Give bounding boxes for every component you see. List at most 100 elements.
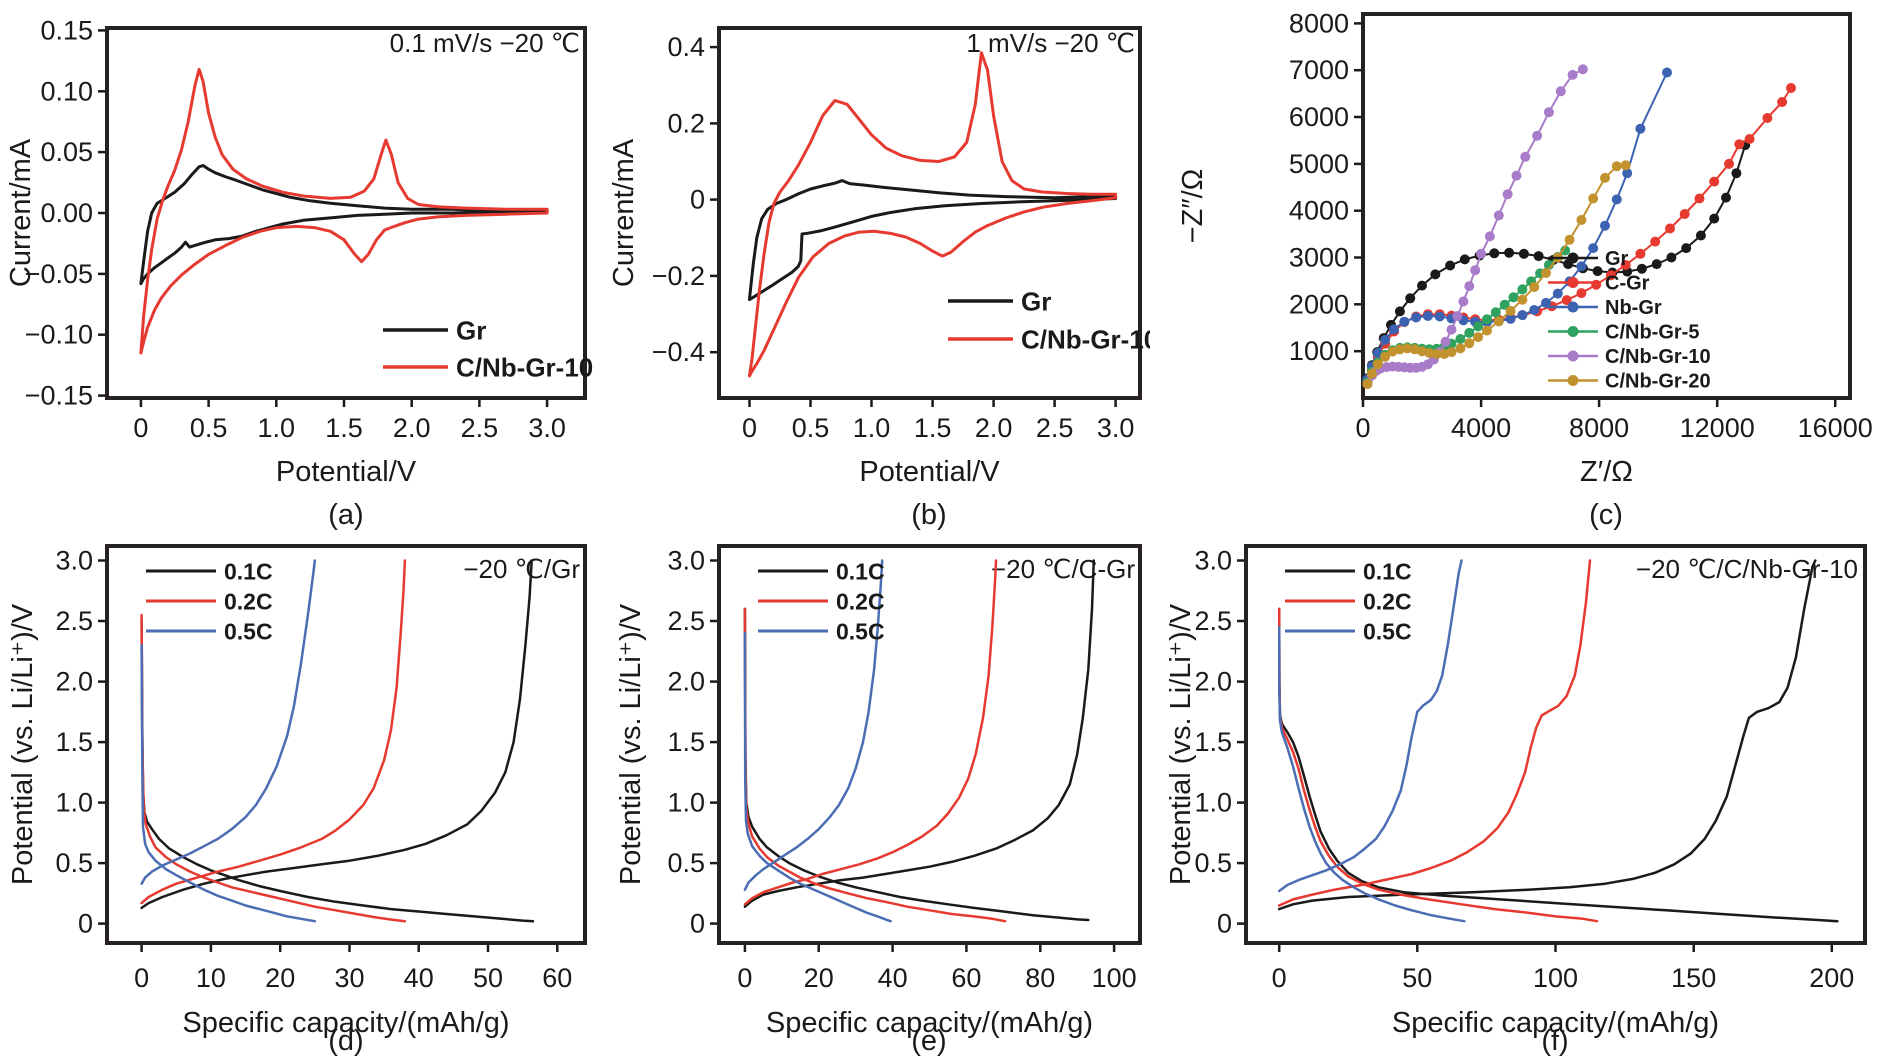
legend-label: Gr	[1605, 248, 1629, 270]
y-tick-label: 3.0	[55, 546, 93, 576]
marker	[1458, 296, 1469, 307]
x-tick-label: 60	[542, 963, 572, 993]
x-tick-label: 1.0	[258, 413, 296, 443]
series-0.1C	[140, 619, 535, 923]
marker	[1786, 83, 1796, 93]
marker	[1470, 265, 1481, 276]
x-axis-label: Potential/V	[859, 456, 1000, 488]
marker	[1591, 279, 1602, 290]
marker	[1473, 332, 1484, 343]
y-tick-label: −0.4	[652, 337, 705, 367]
x-tick-label: 80	[1025, 963, 1055, 993]
marker	[1577, 64, 1588, 75]
marker	[1446, 347, 1457, 358]
marker	[1424, 348, 1435, 358]
y-tick-label: 7000	[1289, 55, 1349, 85]
y-axis-label: Current/mA	[608, 138, 640, 287]
y-tick-label: 1.5	[1194, 727, 1232, 757]
y-tick-label: 2000	[1289, 289, 1349, 319]
marker	[1533, 251, 1544, 262]
x-tick-label: 1.0	[853, 413, 891, 443]
x-tick-label: 3.0	[528, 413, 566, 443]
panel-annotation: −20 ℃/C-Gr	[991, 554, 1135, 584]
series-0.2C	[743, 607, 1007, 923]
marker	[1517, 294, 1528, 305]
y-tick-label: 0.4	[667, 32, 705, 62]
panel-c-chart: 0 4000 8000 12000 16000 1000 2000 3000 4000 5000 6…	[1177, 8, 1873, 488]
axes: 0 0.5 1.0 1.5 2.0 2.5 3.0 −0.15 −0.10 −0.05 0.00 0.…	[5, 15, 587, 488]
legend-label: C/Nb-Gr-10	[1605, 346, 1711, 368]
marker	[1493, 210, 1504, 221]
legend-label: C-Gr	[1605, 273, 1650, 295]
axes: 0 10 20 30 40 50 60 0 0.5 1.0 1.5 2.0 2.5 3.0 Specific…	[7, 544, 587, 1039]
marker	[1455, 343, 1466, 354]
marker	[1455, 334, 1466, 344]
legend-label: C/Nb-Gr-10	[456, 352, 593, 382]
y-tick-label: 0	[690, 909, 705, 939]
y-tick-label: 2.0	[55, 667, 93, 697]
panel-f: 0 50 100 150 200 0 0.5 1.0 1.5 2.0 2.5 3.0 Specific …	[1150, 540, 1886, 1059]
marker	[1679, 209, 1690, 219]
y-tick-label: 1.0	[1194, 788, 1232, 818]
y-tick-label: 3.0	[667, 546, 705, 576]
marker	[1635, 248, 1646, 259]
series-C-Nb-Gr-10	[139, 67, 549, 355]
x-tick-label: 10	[196, 963, 226, 993]
marker	[1541, 268, 1551, 278]
panel-b: 0 0.5 1.0 1.5 2.0 2.5 3.0 −0.4 −0.2 0 0.2 0.4 Potent…	[595, 0, 1150, 540]
marker	[1592, 266, 1603, 277]
x-tick-label: 30	[334, 963, 364, 993]
x-tick-label: 1.5	[325, 413, 363, 443]
panel-d-chart: 0 10 20 30 40 50 60 0 0.5 1.0 1.5 2.0 2.5 3.0 Specific…	[7, 544, 587, 1039]
series-0.5C-charge	[140, 559, 317, 885]
axes: 0 20 40 60 80 100 0 0.5 1.0 1.5 2.0 2.5 3.0 Specific …	[615, 544, 1142, 1039]
x-tick-label: 3.0	[1097, 413, 1135, 443]
x-tick-label: 0	[134, 963, 149, 993]
x-tick-label: 0.5	[190, 413, 228, 443]
marker	[1380, 351, 1391, 362]
marker	[1724, 158, 1734, 169]
marker	[1620, 260, 1631, 270]
marker	[1567, 69, 1578, 80]
x-tick-label: 2.0	[975, 413, 1013, 443]
x-tick-label: 50	[473, 963, 503, 993]
x-axis-label: Potential/V	[276, 456, 417, 488]
marker	[1422, 311, 1433, 321]
legend-label: 0.5C	[836, 618, 885, 644]
marker	[1777, 97, 1788, 107]
y-tick-label: 8000	[1289, 8, 1349, 38]
legend-label: 0.2C	[836, 588, 885, 614]
marker	[1681, 243, 1692, 254]
marker	[1366, 368, 1377, 379]
marker	[1489, 248, 1500, 259]
marker	[1411, 312, 1422, 323]
marker	[1694, 193, 1705, 204]
y-tick-label: 1.0	[667, 788, 705, 818]
legend: 0.1C 0.2C 0.5C	[758, 558, 885, 644]
series-0.5C	[140, 644, 317, 923]
legend-label: 0.2C	[1363, 588, 1412, 614]
x-tick-label: 200	[1809, 963, 1854, 993]
marker	[1709, 176, 1720, 187]
x-tick-label: 2.5	[461, 413, 499, 443]
panel-c: 0 4000 8000 12000 16000 1000 2000 3000 4000 5000 6…	[1150, 0, 1886, 540]
legend-label: 0.5C	[1363, 618, 1412, 644]
y-axis-label: −Z″/Ω	[1177, 169, 1209, 244]
marker	[1520, 151, 1531, 162]
x-tick-label: 8000	[1569, 413, 1629, 443]
marker	[1362, 379, 1373, 389]
y-tick-label: 0.2	[667, 108, 705, 138]
x-tick-label: 0.5	[792, 413, 830, 443]
series-0.1C-charge	[743, 559, 1096, 908]
marker	[1504, 247, 1515, 258]
marker	[1744, 134, 1755, 144]
y-tick-label: 0.10	[40, 76, 93, 106]
x-tick-label: 1.5	[914, 413, 952, 443]
legend-label: 0.1C	[1363, 558, 1412, 584]
marker	[1734, 139, 1745, 150]
series-0.1C-charge	[1277, 559, 1817, 911]
marker	[1473, 321, 1484, 332]
y-tick-label: 2.5	[1194, 606, 1232, 636]
legend: 0.1C 0.2C 0.5C	[146, 558, 273, 644]
